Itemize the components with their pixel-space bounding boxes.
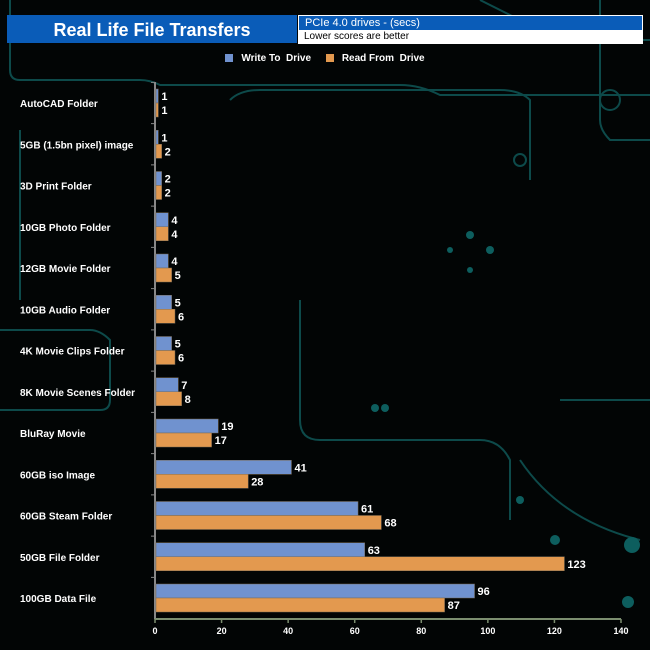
legend-swatch-write [225, 54, 234, 62]
x-tick-label: 0 [152, 626, 157, 636]
data-label: 2 [165, 146, 171, 158]
bar-read [155, 144, 162, 159]
bar-write [155, 212, 169, 227]
bar-read [155, 350, 176, 365]
bar-read [155, 185, 162, 200]
category-label: 100GB Data File [20, 594, 97, 605]
data-label: 4 [171, 256, 178, 268]
category-label: AutoCAD Folder [20, 99, 98, 110]
legend-swatch-read [325, 54, 334, 62]
category-label: 50GB File Folder [20, 553, 100, 564]
x-tick-label: 120 [547, 626, 562, 636]
bar-write [155, 542, 365, 557]
data-label: 123 [567, 559, 585, 571]
data-label: 1 [161, 132, 167, 144]
bar-write [155, 88, 159, 104]
bar-read [155, 226, 169, 241]
legend: Write To Drive Read From Drive [0, 53, 650, 64]
bar-write [155, 336, 172, 351]
data-label: 4 [171, 215, 178, 227]
chart-subtitle: PCIe 4.0 drives - (secs) [298, 15, 643, 30]
bar-write [155, 501, 359, 516]
data-label: 63 [368, 545, 380, 557]
legend-item-write: Write To Drive [225, 53, 311, 64]
category-label: BluRay Movie [20, 429, 86, 440]
category-label: 5GB (1.5bn pixel) image [20, 140, 134, 151]
x-tick-label: 20 [217, 626, 227, 636]
bar-write [155, 295, 172, 310]
legend-item-read: Read From Drive [325, 53, 425, 64]
data-label: 19 [221, 421, 233, 433]
x-tick-label: 140 [613, 626, 628, 636]
data-label: 4 [171, 229, 178, 241]
data-label: 17 [215, 435, 227, 447]
category-label: 3D Print Folder [20, 182, 92, 193]
data-label: 61 [361, 504, 373, 516]
data-label: 68 [384, 518, 396, 530]
legend-label-write: Write To Drive [241, 53, 312, 64]
bar-read [155, 515, 382, 530]
data-label: 2 [165, 174, 171, 186]
data-label: 5 [175, 270, 181, 282]
chart-note: Lower scores are better [298, 30, 643, 44]
bar-write [155, 377, 179, 392]
category-label: 60GB iso Image [20, 470, 95, 481]
data-label: 5 [175, 339, 181, 351]
bar-read [155, 102, 159, 118]
bar-write [155, 130, 159, 145]
data-label: 6 [178, 353, 184, 365]
category-label: 12GB Movie Folder [20, 264, 111, 275]
data-label: 6 [178, 311, 184, 323]
bar-write [155, 253, 169, 269]
x-tick-label: 100 [480, 626, 495, 636]
category-label: 4K Movie Clips Folder [20, 347, 125, 358]
bar-read [155, 309, 176, 324]
bar-read [155, 432, 212, 448]
legend-label-read: Read From Drive [341, 53, 425, 64]
bar-read [155, 391, 182, 406]
data-label: 8 [185, 394, 191, 406]
data-label: 28 [251, 476, 263, 488]
x-tick-label: 40 [283, 626, 293, 636]
category-label: 10GB Photo Folder [20, 223, 111, 234]
data-label: 41 [294, 462, 306, 474]
data-label: 1 [161, 105, 167, 117]
bar-write [155, 418, 219, 434]
bar-read [155, 474, 249, 489]
x-tick-label: 60 [350, 626, 360, 636]
bar-read [155, 556, 565, 571]
category-label: 8K Movie Scenes Folder [20, 388, 135, 399]
x-tick-label: 80 [416, 626, 426, 636]
category-label: 10GB Audio Folder [20, 305, 110, 316]
chart-title: Real Life File Transfers [7, 15, 297, 43]
bar-read [155, 597, 445, 613]
data-label: 7 [181, 380, 187, 392]
data-label: 5 [175, 297, 181, 309]
category-label: 60GB Steam Folder [20, 512, 112, 523]
data-label: 96 [478, 586, 490, 598]
bar-write [155, 583, 475, 599]
data-label: 87 [448, 600, 460, 612]
data-label: 1 [161, 91, 167, 103]
bar-read [155, 267, 172, 283]
bar-write [155, 460, 292, 475]
bar-write [155, 171, 162, 186]
data-label: 2 [165, 188, 171, 200]
